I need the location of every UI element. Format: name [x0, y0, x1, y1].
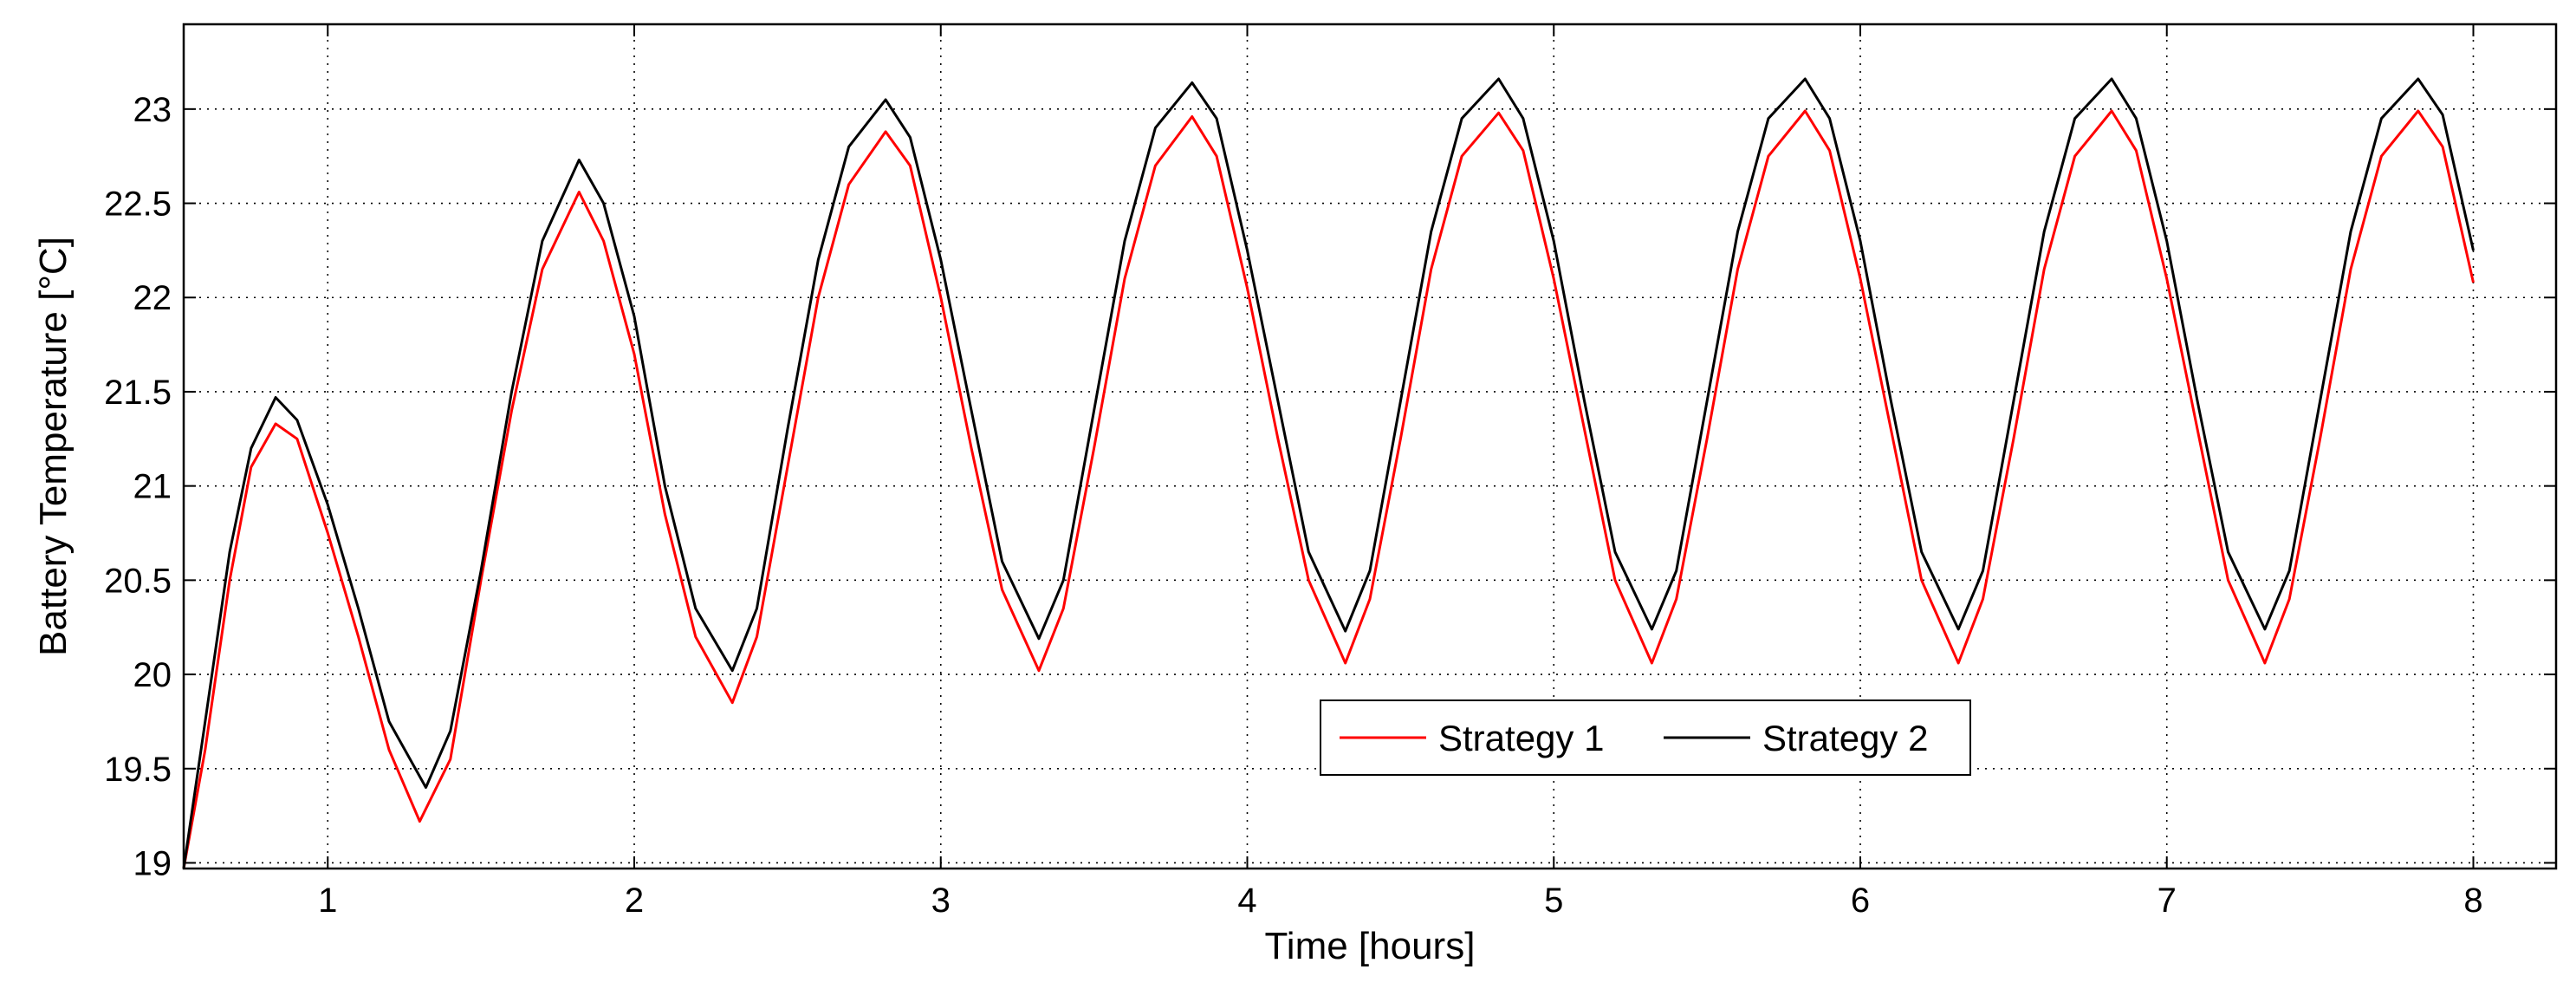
- series-lines: [182, 77, 2475, 869]
- x-axis-label: Time [hours]: [1265, 925, 1476, 967]
- legend-box: [1320, 699, 1971, 776]
- x-tick-label: 5: [1544, 882, 1563, 920]
- legend-label-strategy-2: Strategy 2: [1762, 718, 1928, 758]
- legend-label-strategy-1: Strategy 1: [1438, 718, 1604, 758]
- y-tick-label: 19: [133, 844, 172, 882]
- y-tick-label: 19.5: [104, 751, 172, 789]
- x-tick-label: 4: [1237, 882, 1256, 920]
- axes-frame: [182, 23, 2558, 870]
- y-axis-label: Battery Temperature [°C]: [32, 237, 75, 656]
- y-tick-label: 22: [133, 279, 172, 317]
- y-tick-label: 21.5: [104, 374, 172, 412]
- series-line-strategy-1: [182, 109, 2475, 869]
- x-tick-label: 8: [2463, 882, 2482, 920]
- legend: Strategy 1 Strategy 2: [1320, 699, 1971, 776]
- y-tick-label: 20: [133, 656, 172, 694]
- y-tick-label: 23: [133, 91, 172, 129]
- y-tick-label: 21: [133, 468, 172, 506]
- series-line-strategy-2: [182, 77, 2475, 869]
- y-tick-label: 22.5: [104, 185, 172, 224]
- x-tick-label: 7: [2157, 882, 2177, 920]
- x-tick-label: 1: [318, 882, 337, 920]
- y-tick-label: 20.5: [104, 562, 172, 600]
- x-tick-label: 2: [625, 882, 644, 920]
- x-tick-label: 3: [931, 882, 951, 920]
- x-tick-label: 6: [1851, 882, 1870, 920]
